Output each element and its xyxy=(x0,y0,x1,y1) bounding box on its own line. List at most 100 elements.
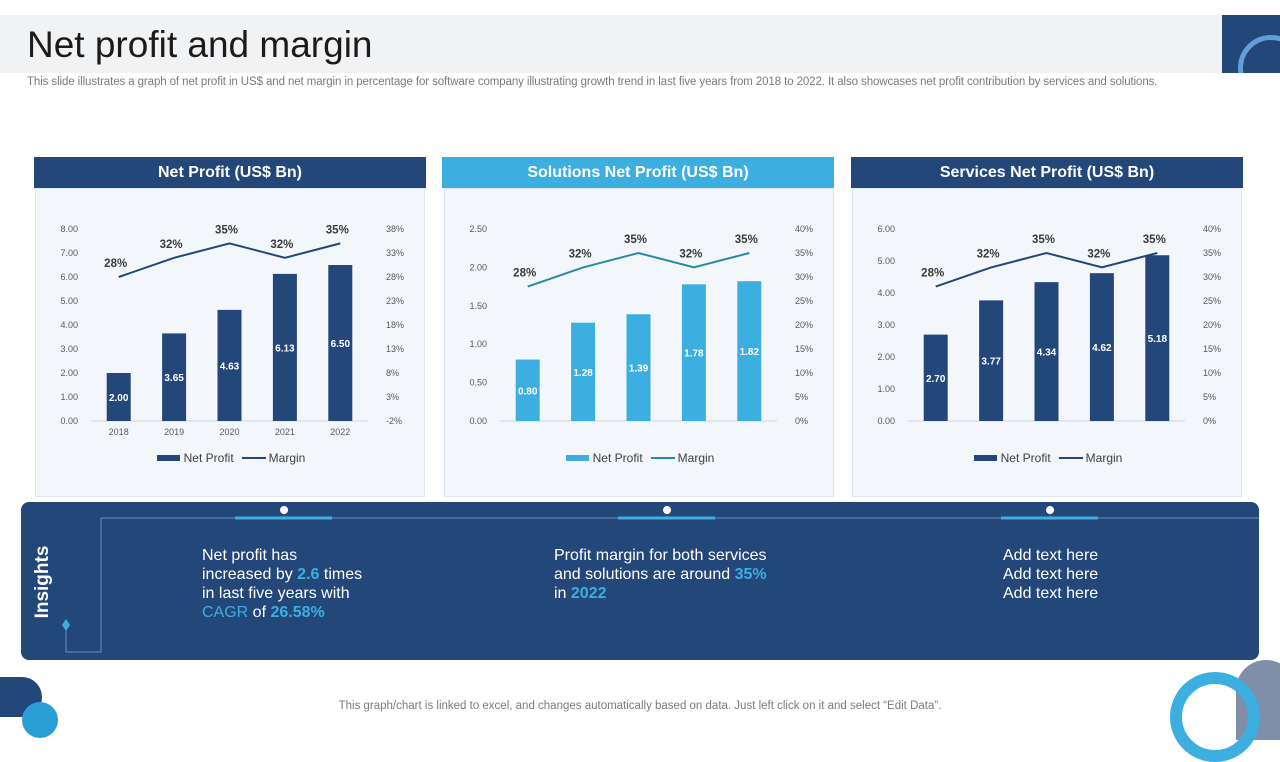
insight-block-growth: Net profit has increased by 2.6 times in… xyxy=(202,546,362,622)
y-left-tick-label: 0.50 xyxy=(469,378,487,388)
legend-item-bar: Net Profit xyxy=(565,451,643,465)
y-left-tick-label: 5.00 xyxy=(60,296,78,306)
y-right-tick-label: 5% xyxy=(795,392,808,402)
legend-item-bar: Net Profit xyxy=(156,451,234,465)
y-right-tick-label: 40% xyxy=(1203,224,1221,234)
bar-net-profit-2018 xyxy=(515,359,540,421)
y-right-tick-label: 18% xyxy=(386,320,404,330)
y-left-tick-label: 1.00 xyxy=(469,339,487,349)
margin-data-label: 32% xyxy=(569,248,592,260)
y-left-tick-label: 0.00 xyxy=(877,416,895,426)
legend-bar-swatch xyxy=(156,455,180,461)
bar-value-label: 4.63 xyxy=(220,361,240,372)
bar-value-label: 1.28 xyxy=(573,368,593,379)
y-left-tick-label: 4.00 xyxy=(877,288,895,298)
bar-value-label: 1.78 xyxy=(684,349,704,360)
y-left-tick-label: 1.00 xyxy=(60,392,78,402)
y-left-tick-label: 0.00 xyxy=(60,416,78,426)
slide-subtitle: This slide illustrates a graph of net pr… xyxy=(27,76,1158,88)
page-title: Net profit and margin xyxy=(27,24,373,65)
insights-connector-lines xyxy=(62,506,1259,653)
legend-label: Margin xyxy=(1085,451,1123,465)
bar-net-profit-2020 xyxy=(626,314,651,421)
insight-line: of xyxy=(248,604,271,621)
corner-decoration xyxy=(1222,15,1280,73)
y-left-tick-label: 2.00 xyxy=(60,368,78,378)
margin-data-label: 32% xyxy=(679,248,702,260)
margin-data-label: 28% xyxy=(513,268,536,280)
legend-label: Margin xyxy=(677,451,715,465)
y-right-tick-label: 5% xyxy=(1203,392,1216,402)
y-left-tick-label: 8.00 xyxy=(60,224,78,234)
margin-line xyxy=(935,251,1158,288)
y-right-tick-label: 30% xyxy=(1203,272,1221,282)
bar-net-profit-2019 xyxy=(979,300,1004,421)
y-right-tick-label: 10% xyxy=(1203,368,1221,378)
placeholder-text[interactable]: Add text here xyxy=(1003,547,1099,564)
margin-data-label: 35% xyxy=(735,234,758,246)
bar-value-label: 3.77 xyxy=(981,357,1001,368)
margin-data-label: 28% xyxy=(104,258,127,270)
margin-data-label: 35% xyxy=(624,234,647,246)
bar-net-profit-2018 xyxy=(106,373,131,421)
insights-panel xyxy=(21,502,1259,660)
insight-line: and solutions are around xyxy=(554,566,735,583)
y-right-tick-label: 0% xyxy=(795,416,808,426)
insight-block-placeholder[interactable]: Add text here Add text here Add text her… xyxy=(1003,546,1098,603)
legend-item-line: Margin xyxy=(241,451,305,465)
bar-value-label: 4.34 xyxy=(1037,348,1057,359)
y-right-tick-label: -2% xyxy=(386,416,402,426)
chart-panel-services-net-profit[interactable]: 0.00 1.00 2.00 3.00 4.00 5.00 6.00 0% 5% 10% 15% 20… xyxy=(852,188,1242,497)
bar-net-profit-2020 xyxy=(217,309,242,421)
y-right-tick-label: 0% xyxy=(1203,416,1216,426)
margin-line xyxy=(118,242,341,278)
y-left-tick-label: 7.00 xyxy=(60,248,78,258)
insight-line: Profit margin for both services xyxy=(554,547,767,564)
pin-icon xyxy=(280,506,289,525)
bar-net-profit-2019 xyxy=(162,333,187,421)
chart-title: Net Profit (US$ Bn) xyxy=(158,164,302,181)
legend-item-bar: Net Profit xyxy=(973,451,1051,465)
bar-value-label: 5.18 xyxy=(1148,334,1168,345)
legend-label: Net Profit xyxy=(183,451,234,465)
y-left-tick-label: 2.50 xyxy=(469,224,487,234)
y-right-tick-label: 25% xyxy=(795,296,813,306)
y-right-tick-label: 25% xyxy=(1203,296,1221,306)
bar-value-label: 2.00 xyxy=(109,393,129,404)
margin-data-label: 32% xyxy=(1087,248,1110,260)
chart-header-net-profit: Net Profit (US$ Bn) xyxy=(34,157,426,196)
chart-legend: Net Profit Margin xyxy=(36,451,426,465)
y-right-tick-label: 3% xyxy=(386,392,399,402)
ring-decoration-icon xyxy=(1238,35,1280,73)
x-tick-label: 2022 xyxy=(330,427,350,437)
connector-line xyxy=(65,518,102,653)
margin-data-label: 35% xyxy=(215,224,238,236)
placeholder-text[interactable]: Add text here xyxy=(1003,566,1099,583)
y-right-tick-label: 28% xyxy=(386,272,404,282)
y-left-tick-label: 1.50 xyxy=(469,301,487,311)
insight-line: in xyxy=(554,585,571,602)
bar-net-profit-2021 xyxy=(681,284,706,421)
legend-bar-swatch xyxy=(973,455,997,461)
legend-label: Net Profit xyxy=(1000,451,1051,465)
bar-net-profit-2022 xyxy=(737,281,762,421)
bar-net-profit-2020 xyxy=(1034,282,1059,421)
y-right-tick-label: 23% xyxy=(386,296,404,306)
y-right-tick-label: 15% xyxy=(1203,344,1221,354)
bar-net-profit-2021 xyxy=(272,273,297,421)
chart-panel-net-profit[interactable]: 0.00 1.00 2.00 3.00 4.00 5.00 6.00 7.00 8.00 -2% 3… xyxy=(35,188,425,497)
pin-icon xyxy=(1046,506,1055,525)
legend-item-line: Margin xyxy=(650,451,715,465)
y-right-tick-label: 8% xyxy=(386,368,399,378)
bar-value-label: 0.80 xyxy=(518,386,538,397)
placeholder-text[interactable]: Add text here xyxy=(1003,585,1099,602)
y-left-tick-label: 6.00 xyxy=(877,224,895,234)
diamond-icon xyxy=(62,619,70,631)
margin-data-label: 32% xyxy=(160,239,183,251)
chart-header-services-net-profit: Services Net Profit (US$ Bn) xyxy=(851,157,1243,196)
chart-legend: Net Profit Margin xyxy=(445,451,835,465)
y-left-tick-label: 2.00 xyxy=(877,352,895,362)
chart-services-net-profit: 0.00 1.00 2.00 3.00 4.00 5.00 6.00 0% 5% 10% 15% 20… xyxy=(877,224,1221,426)
y-right-tick-label: 33% xyxy=(386,248,404,258)
chart-panel-solutions-net-profit[interactable]: 0.00 0.50 1.00 1.50 2.00 2.50 0% 5% 10% 15% 20% 25%… xyxy=(444,188,834,497)
